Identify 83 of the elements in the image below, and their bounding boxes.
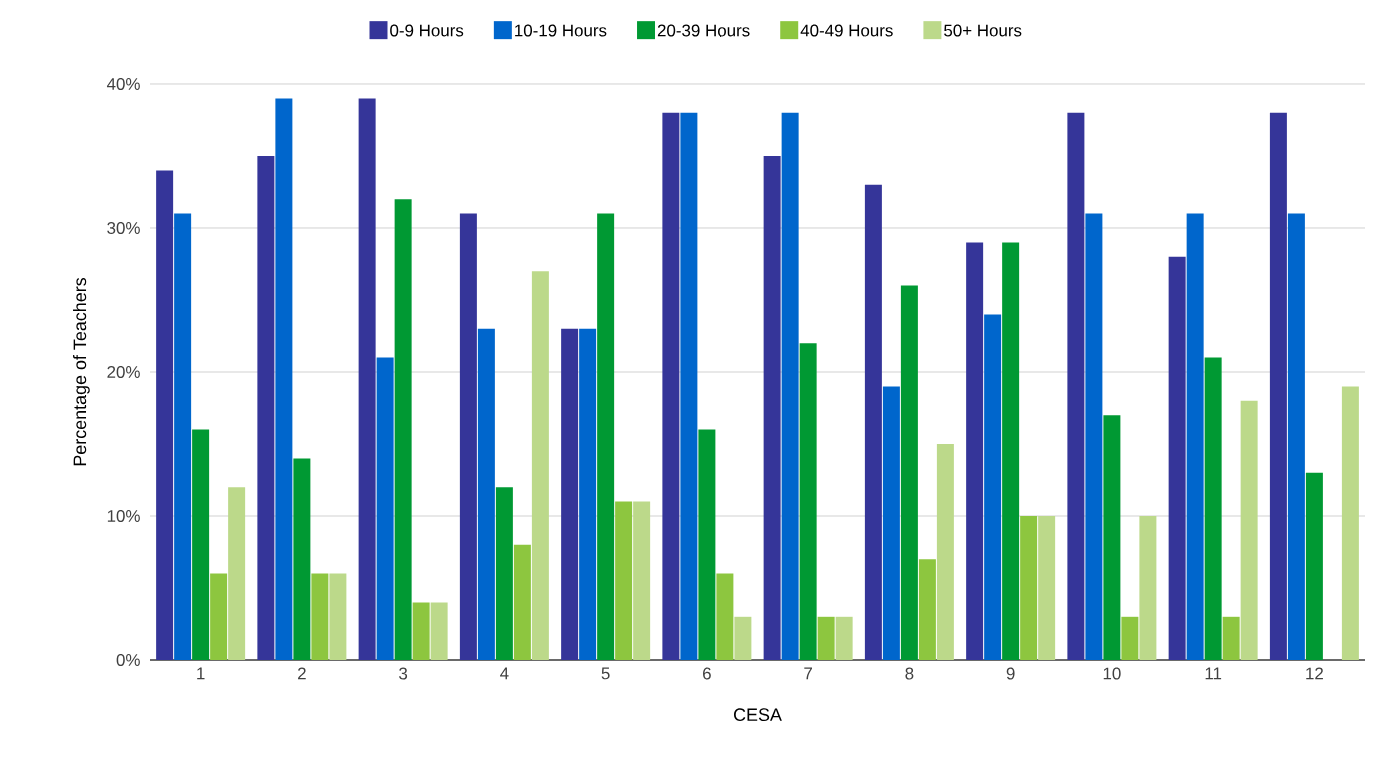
bar (394, 199, 412, 660)
bar (531, 271, 549, 660)
bar (477, 328, 495, 660)
bar (156, 170, 174, 660)
bar (1121, 616, 1139, 660)
bar (459, 213, 477, 660)
y-tick-label: 30% (107, 222, 140, 234)
bar (882, 386, 900, 660)
bar (1139, 516, 1157, 660)
bar (358, 98, 376, 660)
bar (1240, 400, 1258, 660)
x-tick-label: 5 (601, 667, 610, 680)
bar (966, 242, 984, 660)
x-axis-title: CESA (734, 708, 782, 722)
y-tick-label: 20% (107, 366, 140, 378)
bar (716, 573, 734, 660)
x-tick-label: 11 (1205, 667, 1222, 680)
legend-label: 0-9 Hours (390, 24, 464, 37)
bar (817, 616, 835, 660)
bar (984, 314, 1002, 660)
bar (293, 458, 311, 660)
bar (781, 112, 799, 660)
bar (430, 602, 448, 660)
bar (1287, 213, 1305, 660)
bar (1002, 242, 1020, 660)
bar (1269, 112, 1287, 660)
bar (680, 112, 698, 660)
bar (1168, 256, 1186, 660)
y-tick-label: 40% (106, 78, 140, 90)
x-tick-label: 3 (399, 667, 408, 680)
x-tick-label: 12 (1306, 667, 1323, 680)
bar (1341, 386, 1359, 660)
bar (257, 156, 275, 660)
bar (311, 573, 329, 660)
bar (799, 343, 817, 660)
bar (495, 487, 513, 660)
bar (210, 573, 228, 660)
bar (900, 285, 918, 660)
bar (936, 444, 954, 660)
x-tick-label: 9 (1006, 667, 1015, 680)
bar (1038, 516, 1056, 660)
bar (864, 184, 882, 660)
x-tick-label: 4 (500, 667, 509, 680)
bar (192, 429, 210, 660)
bar (1186, 213, 1204, 660)
bar (579, 328, 597, 660)
bar (561, 328, 579, 660)
y-axis-title: Percentage of Teachers (73, 277, 90, 466)
bar (633, 501, 651, 660)
bar (734, 616, 752, 660)
bar (275, 98, 293, 660)
bar (228, 487, 246, 660)
bar (1103, 415, 1121, 660)
bar (918, 559, 936, 660)
bar (597, 213, 615, 660)
x-tick-label: 2 (298, 667, 306, 680)
bar (1305, 472, 1323, 660)
bar (615, 501, 633, 660)
bar (329, 573, 347, 660)
bar (1020, 516, 1038, 660)
bar (763, 156, 781, 660)
x-tick-label: 8 (905, 667, 914, 680)
bar (698, 429, 716, 660)
y-tick-label: 10% (107, 510, 140, 522)
bar (376, 357, 394, 660)
bar (835, 616, 853, 660)
x-tick-label: 1 (197, 667, 205, 680)
bar (1085, 213, 1103, 660)
bar (174, 213, 192, 660)
legend-label: 50+ Hours (944, 24, 1022, 37)
bar (412, 602, 430, 660)
x-tick-label: 7 (804, 667, 812, 680)
x-tick-label: 10 (1103, 667, 1121, 680)
y-tick-label: 0% (116, 654, 140, 666)
legend-label: 20-39 Hours (657, 24, 750, 37)
bar (1204, 357, 1222, 660)
legend-label: 40-49 Hours (800, 24, 893, 37)
bar (662, 112, 680, 660)
bar (1067, 112, 1085, 660)
bar (513, 544, 531, 660)
x-tick-label: 6 (703, 667, 711, 680)
bar (1222, 616, 1240, 660)
legend-label: 10-19 Hours (515, 24, 607, 37)
